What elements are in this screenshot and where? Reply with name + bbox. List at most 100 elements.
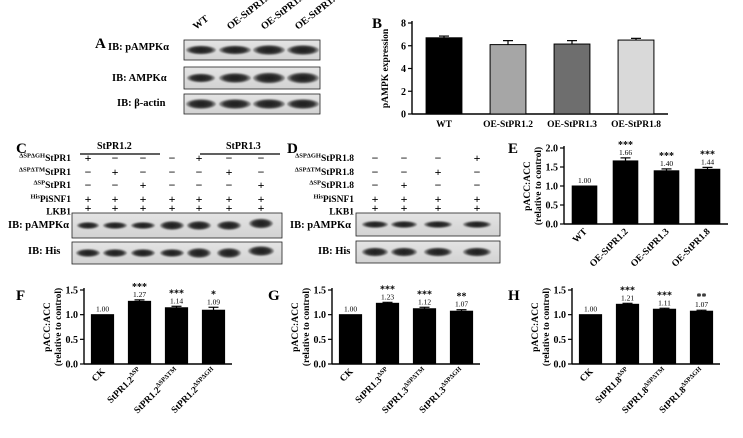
chart-e-significance: *** xyxy=(659,151,674,162)
construct-c-row-label-main: StPR1 xyxy=(45,168,71,178)
construct-c-sign: + xyxy=(85,192,92,206)
blot-a-actin-band xyxy=(219,99,251,109)
construct-c-sign: + xyxy=(140,201,147,215)
blot-d-his-band xyxy=(424,247,452,257)
chart-h-category-base: StPR1.8 xyxy=(658,385,689,416)
construct-c-sign: − xyxy=(226,151,233,165)
construct-c-row-label-main: StPR1 xyxy=(45,154,71,164)
blot-d-pampk-band xyxy=(424,221,452,228)
blot-c-his-band xyxy=(217,248,241,258)
construct-c-sign: − xyxy=(140,151,147,165)
panel-d-blot-images xyxy=(355,212,501,264)
chart-e-value-label: 1.40 xyxy=(660,159,673,168)
chart-h-value-label: 1.11 xyxy=(658,298,671,307)
chart-g-category-label: CK xyxy=(338,367,356,385)
panel-label-a: A xyxy=(95,36,106,52)
chart-h-category-label: StPR1.8ΔSP xyxy=(593,366,633,406)
chart-h-value-label: 1.21 xyxy=(621,293,634,302)
construct-c-sign: − xyxy=(196,165,203,179)
blot-a-actin-frame xyxy=(183,93,321,115)
chart-f-significance: *** xyxy=(169,288,184,299)
construct-c-sign: + xyxy=(226,201,233,215)
blot-a-actin xyxy=(183,93,321,115)
chart-b-category-label: OE-StPR1.3 xyxy=(547,120,597,130)
chart-e-significance: *** xyxy=(618,140,633,151)
panel-label-c: C xyxy=(16,141,27,157)
construct-d-row-label-main: StPR1.8 xyxy=(321,154,354,164)
construct-c-sign: + xyxy=(196,192,203,206)
chart-e-y-tick-label: 1.5 xyxy=(546,163,559,174)
chart-g-bar xyxy=(449,310,474,365)
panel-d-construct-grid: ΔSPΔGHStPR1.8− − − +ΔSPΔTMStPR1.8− − + −ΔSPStP… xyxy=(295,151,481,218)
chart-f-bar xyxy=(90,314,115,365)
lane-label-wt: WT xyxy=(191,13,211,32)
chart-b-bar xyxy=(489,44,527,115)
chart-g-significance: ** xyxy=(457,292,467,303)
construct-d-sign: − xyxy=(474,165,481,179)
chart-h-bar xyxy=(615,303,640,365)
blot-d-his-band xyxy=(391,247,417,257)
construct-c-sign: − xyxy=(226,178,233,192)
chart-b-y-tick-label: 8 xyxy=(401,19,406,30)
chart-h-y-tick-label: 0.5 xyxy=(554,335,567,346)
blot-a-ampk-frame xyxy=(183,66,321,90)
construct-d-sign: − xyxy=(474,178,481,192)
blot-c-pampk-frame xyxy=(71,212,283,239)
construct-d-row-label-sup: ΔSPΔTM xyxy=(295,167,321,174)
construct-d-sign: + xyxy=(401,192,408,206)
chart-g-bar xyxy=(338,314,363,365)
construct-c-sign: − xyxy=(169,151,176,165)
chart-h-y-label-2: (relative to control) xyxy=(541,288,552,366)
chart-e-category-label: WT xyxy=(571,227,590,246)
construct-c-sign: − xyxy=(169,165,176,179)
construct-d-sign: − xyxy=(372,151,379,165)
blot-a-actin-band xyxy=(253,99,285,109)
construct-d-row-label-main: LKB1 xyxy=(329,208,354,218)
blot-c-pampk-band xyxy=(217,221,241,230)
chart-g-category-label: StPR1.3ΔSP xyxy=(353,366,393,406)
chart-g-value-label: 1.23 xyxy=(381,292,394,301)
construct-d-row-label: ΔSPΔGHStPR1.8 xyxy=(295,153,354,165)
blot-c-his-band xyxy=(187,248,211,258)
chart-b-y-tick-label: 4 xyxy=(401,64,406,75)
chart-b-category-label: OE-StPR1.2 xyxy=(483,120,533,130)
chart-e-category-label: OE-StPR1.8 xyxy=(670,227,713,270)
chart-f-y-tick-label: 0.5 xyxy=(66,335,79,346)
chart-g-category-sup: ΔSPΔGH xyxy=(440,366,463,389)
blot-d-his-band xyxy=(362,247,388,257)
construct-c-sign: + xyxy=(112,192,119,206)
panel-label-h: H xyxy=(508,288,520,304)
construct-c-sign: + xyxy=(258,178,265,192)
chart-f-value-label: 1.27 xyxy=(133,290,146,299)
construct-d-sign: + xyxy=(435,165,442,179)
blot-a-label-pampk: IB: pAMPKα xyxy=(108,42,169,53)
construct-c-row-label-sup: His xyxy=(30,194,40,201)
group-label-stpr1-2: StPR1.2 xyxy=(97,141,132,152)
construct-c-row-label-sup: ΔSPΔTM xyxy=(19,167,45,174)
chart-b-y-tick-label: 2 xyxy=(401,87,406,98)
chart-f-significance: * xyxy=(211,289,216,300)
construct-c-sign: + xyxy=(112,165,119,179)
blot-a-label-ampk: IB: AMPKα xyxy=(112,73,167,84)
construct-c-row-label-sup: ΔSP xyxy=(33,180,45,187)
construct-d-sign: + xyxy=(401,201,408,215)
construct-c-sign: − xyxy=(196,178,203,192)
construct-d-sign: + xyxy=(435,192,442,206)
chart-e-category-label: OE-StPR1.2 xyxy=(588,227,631,270)
construct-d-sign: − xyxy=(372,165,379,179)
construct-c-row-label: ΔSPΔTMStPR1 xyxy=(19,167,71,179)
construct-c-sign: − xyxy=(169,178,176,192)
chart-h-significance: *** xyxy=(620,285,635,296)
chart-h-category-sup: ΔSP xyxy=(616,366,629,379)
blot-c-his xyxy=(71,241,283,265)
chart-f-category-label: StPR1.2ΔSP xyxy=(105,366,145,406)
chart-f-category-base: StPR1.2 xyxy=(170,385,201,416)
blot-a-pampk-band xyxy=(253,45,285,55)
construct-c-sign: − xyxy=(258,151,265,165)
chart-f-bar xyxy=(127,300,152,365)
chart-g-y-tick-label: 0.5 xyxy=(314,335,327,346)
construct-d-sign: − xyxy=(401,151,408,165)
chart-g-bar xyxy=(375,302,400,365)
construct-c-sign: + xyxy=(226,192,233,206)
panel-label-d: D xyxy=(287,141,298,157)
